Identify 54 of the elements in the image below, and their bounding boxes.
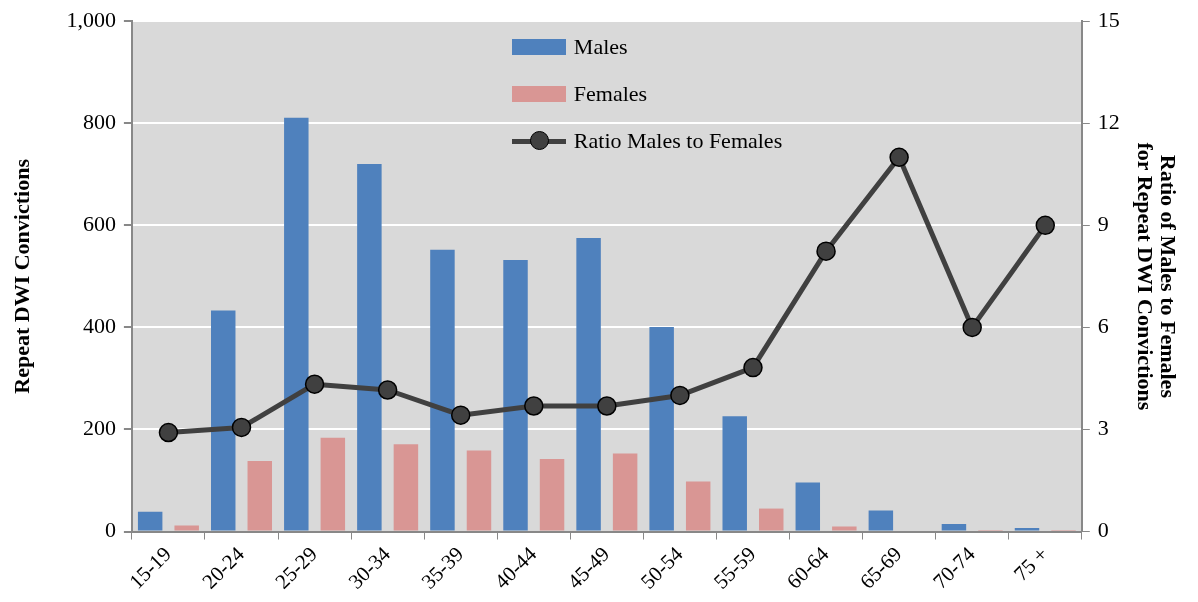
- point: [158, 422, 179, 443]
- point: [1035, 215, 1056, 236]
- point: [889, 147, 909, 168]
- bar: [503, 260, 528, 531]
- bar: [759, 508, 784, 531]
- y-tick-label: 200: [82, 415, 116, 441]
- point: [450, 405, 471, 425]
- legend-label: Females: [573, 80, 648, 107]
- point: [816, 241, 836, 261]
- point: [304, 374, 325, 394]
- y2-tick-label: 6: [1097, 313, 1109, 339]
- bar: [649, 326, 674, 531]
- legend-label: Males: [573, 33, 628, 60]
- bar: [612, 453, 638, 531]
- point: [670, 385, 690, 406]
- point: [743, 357, 763, 378]
- bar: [137, 511, 163, 531]
- bar: [430, 249, 455, 531]
- bar: [357, 164, 382, 531]
- point: [377, 380, 398, 400]
- bar: [174, 525, 199, 531]
- bar: [320, 437, 346, 531]
- bar: [685, 481, 711, 531]
- point: [231, 417, 252, 438]
- bar: [247, 461, 273, 531]
- y2-tick-label: 3: [1097, 415, 1109, 441]
- bar: [393, 444, 419, 531]
- bar: [1014, 527, 1040, 531]
- y2-tick-label: 15: [1097, 6, 1120, 32]
- y2-tick-label: 12: [1097, 109, 1120, 135]
- y2-tick-label: 0: [1097, 517, 1109, 543]
- point: [962, 317, 982, 338]
- y-axis-title: Repeat DWI Convictions: [8, 158, 34, 394]
- x-tick-label: 75 +: [1008, 541, 1053, 586]
- bar: [832, 526, 857, 531]
- bar: [795, 482, 821, 531]
- y-tick-label: 600: [82, 211, 116, 237]
- y-tick-label: 1,000: [66, 6, 116, 32]
- legend-label: Ratio Males to Females: [573, 127, 783, 154]
- y-tick-label: 400: [82, 313, 116, 339]
- bar: [868, 510, 894, 531]
- bar: [539, 459, 565, 531]
- y2-tick-label: 9: [1097, 211, 1109, 237]
- bar: [466, 450, 492, 531]
- bar: [576, 238, 601, 531]
- y-tick-label: 0: [104, 517, 116, 543]
- point: [597, 396, 617, 416]
- point: [524, 396, 544, 416]
- bar: [941, 523, 967, 531]
- y-tick-label: 800: [82, 109, 116, 135]
- bar: [284, 117, 309, 531]
- bar: [722, 416, 747, 531]
- bar: [211, 310, 236, 531]
- y2-axis-title: Ratio of Males to Females for Repeat DWI Convictions: [1132, 142, 1181, 411]
